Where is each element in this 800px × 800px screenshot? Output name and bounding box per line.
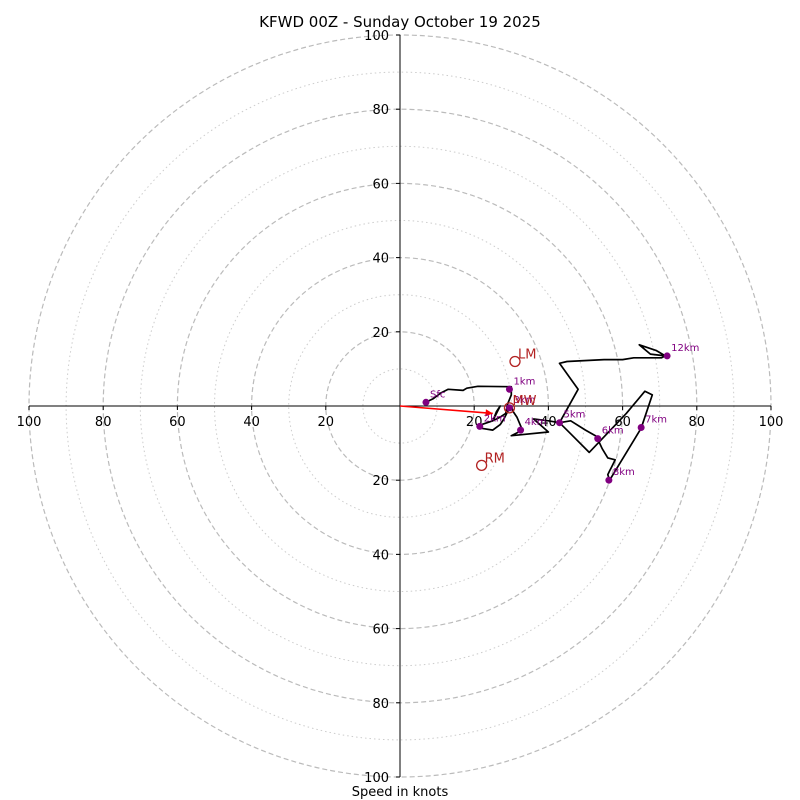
x-tick-label: 40 (243, 415, 260, 430)
y-tick-label: 60 (372, 623, 389, 638)
height-label-4km: 4km (525, 417, 547, 428)
y-tick-label: 40 (372, 548, 389, 563)
storm-label-MW: MW (512, 394, 536, 409)
y-tick-label: 20 (372, 474, 389, 489)
hodograph-line (425, 343, 667, 482)
shear-vector-arrowhead (485, 409, 493, 417)
height-marker-5km (556, 419, 564, 427)
storm-marker-MW (503, 402, 516, 414)
x-tick-label: 20 (318, 415, 335, 430)
y-tick-label: 60 (372, 177, 389, 192)
height-marker-12km (663, 352, 671, 360)
y-tick-label: 20 (372, 326, 389, 341)
storm-marker-LM (509, 355, 521, 368)
height-marker-7km (637, 424, 645, 432)
hodograph-trace (425, 343, 667, 482)
x-tick-label: 100 (759, 415, 784, 430)
height-marker-1km (505, 385, 513, 393)
height-label-1km: 1km (513, 376, 535, 387)
storm-marker-RM (475, 459, 488, 472)
shear-vector (399, 405, 493, 417)
x-axis-label: Speed in knots (352, 785, 449, 800)
height-label-Sfc: Sfc (430, 389, 445, 400)
tick-labels: 100 80 60 40 20 20 40 60 80 100100806040202040608… (17, 29, 784, 786)
height-label-6km: 6km (602, 426, 624, 437)
height-label-12km: 12km (671, 343, 699, 354)
x-tick-label: 60 (169, 415, 186, 430)
y-tick-label: 100 (364, 771, 389, 786)
height-marker-6km (594, 435, 602, 443)
y-tick-label: 80 (372, 103, 389, 118)
height-marker-4km (517, 426, 525, 434)
height-marker-2km (476, 422, 484, 430)
height-marker-Sfc (422, 398, 430, 406)
height-markers: Sfc 1km 2km 3km 4km 5km 6km 7km 8km 12km (422, 343, 699, 484)
y-tick-label: 100 (364, 29, 389, 44)
height-marker-3km (505, 404, 513, 412)
height-label-7km: 7km (645, 415, 667, 426)
height-marker-8km (605, 476, 613, 484)
x-tick-label: 80 (689, 415, 706, 430)
storm-label-LM: LM (518, 347, 536, 362)
y-tick-label: 40 (372, 252, 389, 267)
storm-motion-markers: LM MW RM (475, 347, 537, 472)
height-label-2km: 2km (484, 413, 506, 424)
x-tick-label: 100 (17, 415, 42, 430)
y-tick-label: 80 (372, 697, 389, 712)
x-tick-label: 60 (614, 415, 631, 430)
shear-vector-line (399, 405, 493, 415)
height-label-5km: 5km (564, 410, 586, 421)
chart-title: KFWD 00Z - Sunday October 19 2025 (259, 13, 541, 31)
x-tick-label: 40 (540, 415, 557, 430)
storm-label-RM: RM (485, 451, 505, 466)
height-label-3km: 3km (513, 395, 535, 406)
height-label-8km: 8km (613, 467, 635, 478)
x-tick-label: 80 (95, 415, 112, 430)
